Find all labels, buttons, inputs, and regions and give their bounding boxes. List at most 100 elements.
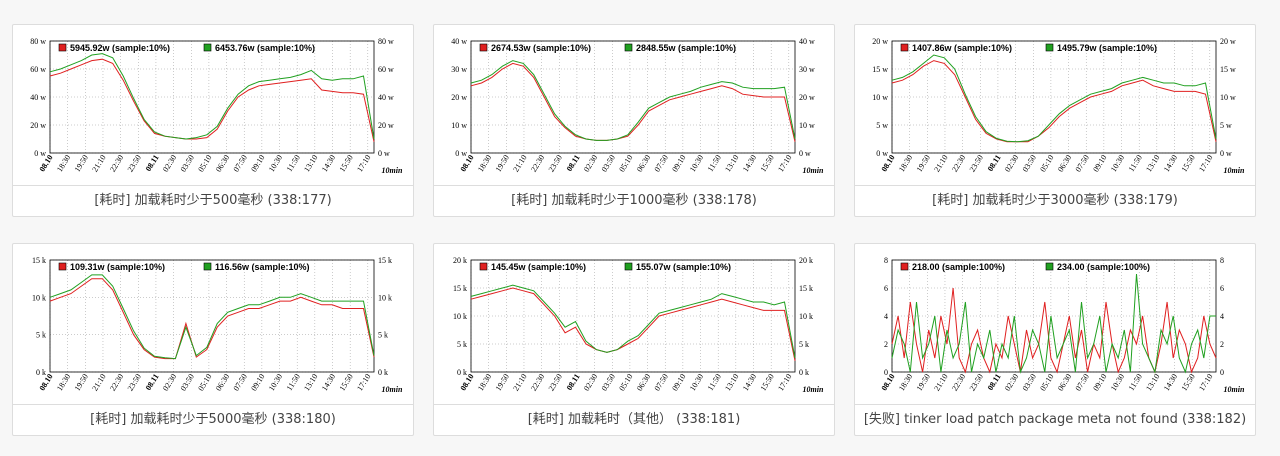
x-tick-label: 22:30 — [108, 372, 125, 392]
plot-area: 08.10 18:30 19:50 21:10 22:30 23:50 08.11 02:30… — [872, 37, 1245, 175]
chart-caption[interactable]: [耗时] 加载耗时少于5000毫秒 (338:180) — [90, 412, 336, 427]
chart-panel-1: 08.10 18:30 19:50 21:10 22:30 23:50 08.11 02:30… — [12, 24, 414, 217]
y-tick-label-left: 15 k — [453, 284, 467, 293]
x-tick-label: 08.11 — [565, 372, 582, 392]
legend-swatch-green — [203, 43, 212, 52]
legend-swatch-red — [58, 43, 67, 52]
x-tick-label: 03:50 — [600, 372, 617, 392]
x-tick-label: 21:10 — [932, 372, 949, 392]
chart-caption[interactable]: [耗时] 加载耗时（其他） (338:181) — [527, 412, 741, 427]
legend-swatch-green — [624, 43, 633, 52]
x-tick-label: 11:50 — [706, 372, 723, 392]
y-tick-label-left: 5 k — [36, 331, 46, 340]
y-tick-label-left: 80 w — [30, 37, 46, 46]
x-tick-label: 21:10 — [932, 153, 949, 173]
x-tick-label: 05:10 — [196, 372, 213, 392]
x-tick-label: 19:50 — [915, 372, 932, 392]
x-tick-label: 11:50 — [706, 153, 723, 173]
x-tick-label: 14:30 — [741, 372, 758, 392]
x-tick-label: 09:10 — [249, 372, 266, 392]
legend-label: 2848.55w (sample:10%) — [636, 43, 736, 53]
x-tick-label: 07:50 — [1074, 372, 1091, 392]
legend-swatch-red — [900, 262, 909, 271]
x-tick-label: 14:30 — [1162, 153, 1179, 173]
y-tick-label-right: 10 k — [799, 312, 813, 321]
y-tick-label-right: 20 k — [799, 256, 813, 265]
plot-area: 08.10 18:30 19:50 21:10 22:30 23:50 08.11 02:30… — [30, 37, 403, 175]
chart-panel-4: 08.10 18:30 19:50 21:10 22:30 23:50 08.11 02:30… — [12, 243, 414, 436]
x-tick-label: 11:50 — [1127, 153, 1144, 173]
x-tick-label: 13:10 — [1144, 153, 1161, 173]
x-tick-label: 02:30 — [161, 153, 178, 173]
x-tick-label: 18:30 — [55, 153, 72, 173]
x-tick-label: 23:50 — [547, 372, 564, 392]
legend-label: 109.31w (sample:10%) — [70, 262, 165, 272]
x-tick-label: 18:30 — [897, 153, 914, 173]
chart-panel-3: 08.10 18:30 19:50 21:10 22:30 23:50 08.11 02:30… — [854, 24, 1256, 217]
x-tick-label: 21:10 — [90, 372, 107, 392]
panel-divider — [855, 185, 1255, 186]
y-tick-label-right: 40 w — [378, 93, 394, 102]
x-tick-label: 10:30 — [1109, 153, 1126, 173]
x-tick-label: 10:30 — [1109, 372, 1126, 392]
series-line-red — [891, 60, 1217, 143]
series-line-green — [49, 274, 375, 360]
legend-swatch-red — [479, 43, 488, 52]
legend-swatch-green — [1045, 43, 1054, 52]
x-tick-label: 18:30 — [476, 372, 493, 392]
x-tick-label: 06:30 — [1056, 153, 1073, 173]
y-tick-label-right: 0 w — [378, 149, 390, 158]
x-tick-label: 21:10 — [511, 372, 528, 392]
y-tick-label-left: 4 — [884, 312, 888, 321]
x-tick-label: 03:50 — [1021, 153, 1038, 173]
series-line-red — [470, 287, 796, 361]
x-tick-label: 19:50 — [73, 372, 90, 392]
chart-caption[interactable]: [失败] tinker load patch package meta not … — [863, 412, 1247, 427]
x-tick-label: 19:50 — [494, 372, 511, 392]
y-tick-label-left: 0 k — [36, 368, 46, 377]
y-tick-label-left: 20 w — [30, 121, 46, 130]
chart-caption[interactable]: [耗时] 加载耗时少于1000毫秒 (338:178) — [511, 193, 757, 208]
x-tick-label: 05:10 — [1038, 153, 1055, 173]
x-tick-label: 08.11 — [144, 372, 161, 392]
x-tick-label: 23:50 — [126, 372, 143, 392]
plot-area: 08.10 18:30 19:50 21:10 22:30 23:50 08.11 02:30… — [451, 37, 824, 175]
y-tick-label-left: 0 w — [34, 149, 46, 158]
x-tick-label: 07:50 — [232, 153, 249, 173]
y-tick-label-right: 10 k — [378, 293, 392, 302]
y-tick-label-right: 2 — [1220, 340, 1224, 349]
x-tick-label: 05:10 — [196, 153, 213, 173]
plot-frame — [470, 259, 796, 373]
y-tick-label-right: 8 — [1220, 256, 1224, 265]
x-tick-label: 18:30 — [55, 372, 72, 392]
x-tick-label: 03:50 — [179, 372, 196, 392]
panel-divider — [855, 404, 1255, 405]
series-line-green — [49, 53, 375, 140]
x-tick-label: 11:50 — [1127, 372, 1144, 392]
x-tick-label: 23:50 — [968, 372, 985, 392]
legend-label: 116.56w (sample:10%) — [215, 262, 310, 272]
x-tick-label: 06:30 — [214, 153, 231, 173]
x-tick-label: 08.11 — [986, 153, 1003, 173]
chart-caption[interactable]: [耗时] 加载耗时少于3000毫秒 (338:179) — [932, 193, 1178, 208]
chart-caption[interactable]: [耗时] 加载耗时少于500毫秒 (338:177) — [94, 193, 332, 208]
legend-swatch-green — [624, 262, 633, 271]
y-tick-label-left: 30 w — [451, 65, 467, 74]
legend-label: 1407.86w (sample:10%) — [912, 43, 1012, 53]
x-tick-label: 14:30 — [741, 153, 758, 173]
x-tick-label: 13:10 — [302, 372, 319, 392]
legend-label: 5945.92w (sample:10%) — [70, 43, 170, 53]
chart-1: 08.10 18:30 19:50 21:10 22:30 23:50 08.11 02:30… — [30, 37, 403, 175]
y-tick-label-right: 5 w — [1220, 121, 1232, 130]
x-tick-label: 07:50 — [653, 153, 670, 173]
chart-3: 08.10 18:30 19:50 21:10 22:30 23:50 08.11 02:30… — [872, 37, 1245, 175]
plot-frame — [470, 40, 796, 154]
plot-area: 08.10 18:30 19:50 21:10 22:30 23:50 08.11 02:30… — [880, 256, 1245, 394]
legend-swatch-red — [479, 262, 488, 271]
y-tick-label-left: 15 w — [872, 65, 888, 74]
x-tick-label: 13:10 — [1144, 372, 1161, 392]
y-tick-label-right: 30 w — [799, 65, 815, 74]
x-tick-label: 17:10 — [776, 153, 793, 173]
x-tick-label: 07:50 — [653, 372, 670, 392]
series-line-red — [49, 58, 375, 142]
